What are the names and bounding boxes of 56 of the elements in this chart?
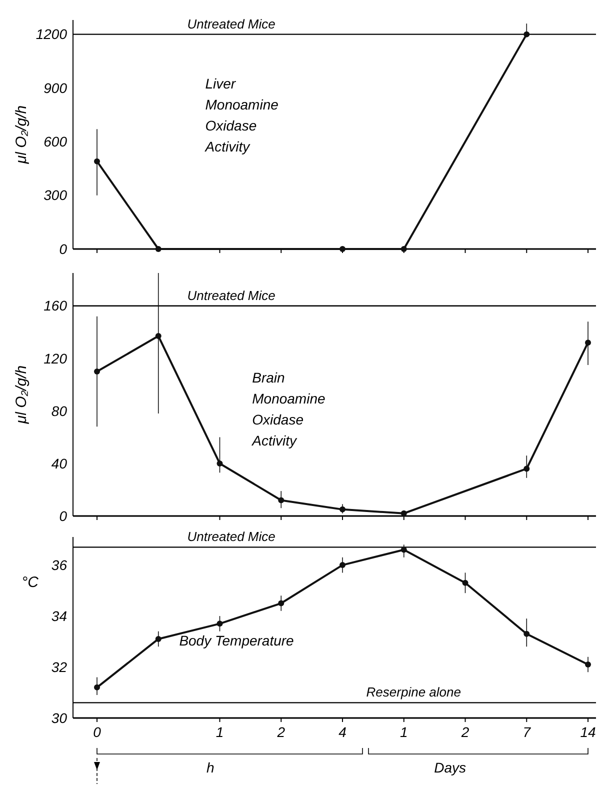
- ref-line-label: Untreated Mice: [187, 16, 276, 32]
- point: [340, 562, 346, 568]
- point: [94, 368, 100, 375]
- y-axis-title: °C: [22, 574, 39, 591]
- point: [340, 506, 346, 512]
- x-tick-label: 1: [216, 724, 224, 740]
- x-tick-label: 2: [460, 724, 470, 740]
- annotation: Body Temperature: [179, 632, 294, 649]
- point: [155, 246, 162, 252]
- x-tick-label: 0: [93, 724, 102, 740]
- point: [462, 580, 468, 586]
- annotation: Liver Monoamine Oxidase Activity: [204, 76, 279, 155]
- point: [400, 546, 407, 553]
- point: [278, 497, 284, 504]
- y-tick-label: 40: [51, 455, 68, 472]
- point: [278, 600, 284, 606]
- point: [216, 620, 223, 627]
- y-tick-label: 34: [51, 608, 68, 624]
- point: [155, 333, 162, 340]
- text: h: [206, 759, 215, 776]
- point: [524, 630, 530, 637]
- point: [524, 466, 530, 472]
- point: [340, 246, 346, 252]
- text: Days: [434, 759, 466, 776]
- point: [400, 510, 407, 516]
- x-tick-label: 1: [400, 724, 408, 740]
- ref-line-label: Reserpine alone: [366, 684, 461, 700]
- ref-line-label: Untreated Mice: [187, 288, 276, 303]
- x-tick-label: 4: [338, 724, 347, 740]
- point: [524, 31, 530, 38]
- point: [585, 340, 591, 346]
- y-tick-label: 160: [44, 298, 68, 314]
- point: [585, 661, 591, 668]
- point: [155, 636, 162, 642]
- y-tick-label: 30: [51, 710, 68, 726]
- y-tick-label: 80: [51, 402, 68, 419]
- y-tick-label: 300: [44, 187, 68, 204]
- annotation: Brain Monoamine Oxidase Activity: [251, 369, 326, 448]
- point: [400, 246, 407, 252]
- point: [94, 684, 100, 690]
- y-tick-label: 0: [59, 240, 68, 257]
- y-tick-label: 600: [44, 134, 68, 150]
- y-tick-label: 900: [44, 80, 68, 96]
- y-tick-label: 32: [51, 658, 68, 675]
- y-axis-title: μl O₂/g/h: [13, 105, 30, 165]
- y-tick-label: 1200: [36, 26, 68, 42]
- point: [94, 158, 100, 164]
- y-axis-title: μl O₂/g/h: [13, 365, 30, 425]
- x-tick-label: 2: [276, 724, 286, 740]
- y-tick-label: 36: [51, 556, 68, 573]
- y-tick-label: 0: [59, 508, 68, 524]
- x-tick-label: 14: [580, 724, 596, 740]
- x-tick-label: 7: [522, 724, 532, 740]
- y-tick-label: 120: [44, 350, 68, 366]
- point: [216, 460, 223, 466]
- ref-line-label: Untreated Mice: [187, 529, 276, 544]
